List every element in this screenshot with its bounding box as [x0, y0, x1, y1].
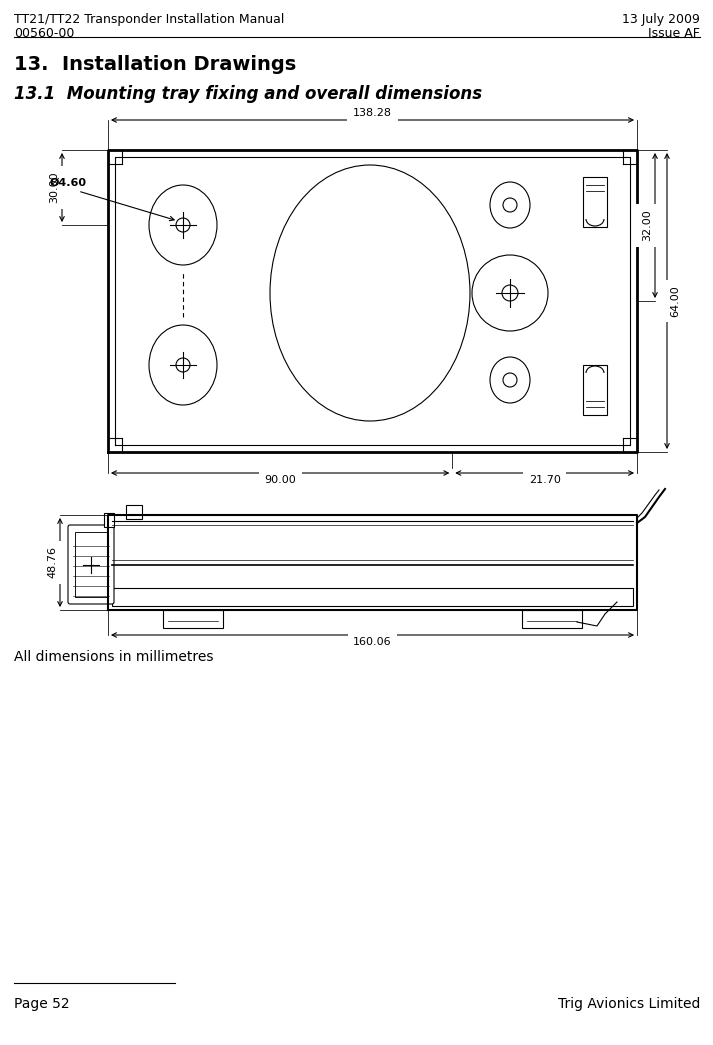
Circle shape [176, 358, 190, 372]
Text: 138.28: 138.28 [353, 108, 392, 118]
Bar [104, 513, 114, 527]
Text: Issue AF: Issue AF [648, 27, 700, 40]
Ellipse shape [490, 357, 530, 403]
Circle shape [502, 285, 518, 301]
Text: Ø4.60: Ø4.60 [50, 178, 87, 188]
Text: 90.00: 90.00 [265, 475, 296, 485]
Text: 13.  Installation Drawings: 13. Installation Drawings [14, 55, 296, 74]
Text: 160.06: 160.06 [353, 637, 392, 647]
Text: 13 July 2009: 13 July 2009 [622, 13, 700, 26]
Bar [126, 505, 142, 519]
Text: 64.00: 64.00 [670, 285, 680, 317]
Text: 32.00: 32.00 [642, 210, 652, 241]
Bar [583, 365, 607, 415]
Circle shape [503, 198, 517, 212]
Text: 21.70: 21.70 [529, 475, 560, 485]
Text: TT21/TT22 Transponder Installation Manual: TT21/TT22 Transponder Installation Manua… [14, 13, 284, 26]
Bar [583, 177, 607, 227]
Text: 30.00: 30.00 [49, 171, 59, 204]
Ellipse shape [149, 185, 217, 265]
Ellipse shape [490, 182, 530, 228]
Text: 13.1  Mounting tray fixing and overall dimensions: 13.1 Mounting tray fixing and overall di… [14, 85, 482, 103]
Text: All dimensions in millimetres: All dimensions in millimetres [14, 650, 213, 664]
Text: 48.76: 48.76 [47, 547, 57, 579]
FancyBboxPatch shape [68, 525, 114, 604]
Text: Trig Avionics Limited: Trig Avionics Limited [558, 997, 700, 1011]
Text: 00560-00: 00560-00 [14, 27, 74, 40]
Bar [163, 610, 223, 628]
Circle shape [503, 373, 517, 387]
Circle shape [472, 255, 548, 331]
Ellipse shape [149, 325, 217, 405]
Circle shape [176, 218, 190, 232]
Ellipse shape [270, 165, 470, 421]
Bar [112, 588, 633, 606]
Bar [108, 515, 637, 610]
Bar [75, 532, 107, 597]
Text: Page 52: Page 52 [14, 997, 70, 1011]
Bar [108, 150, 637, 452]
Bar [522, 610, 582, 628]
